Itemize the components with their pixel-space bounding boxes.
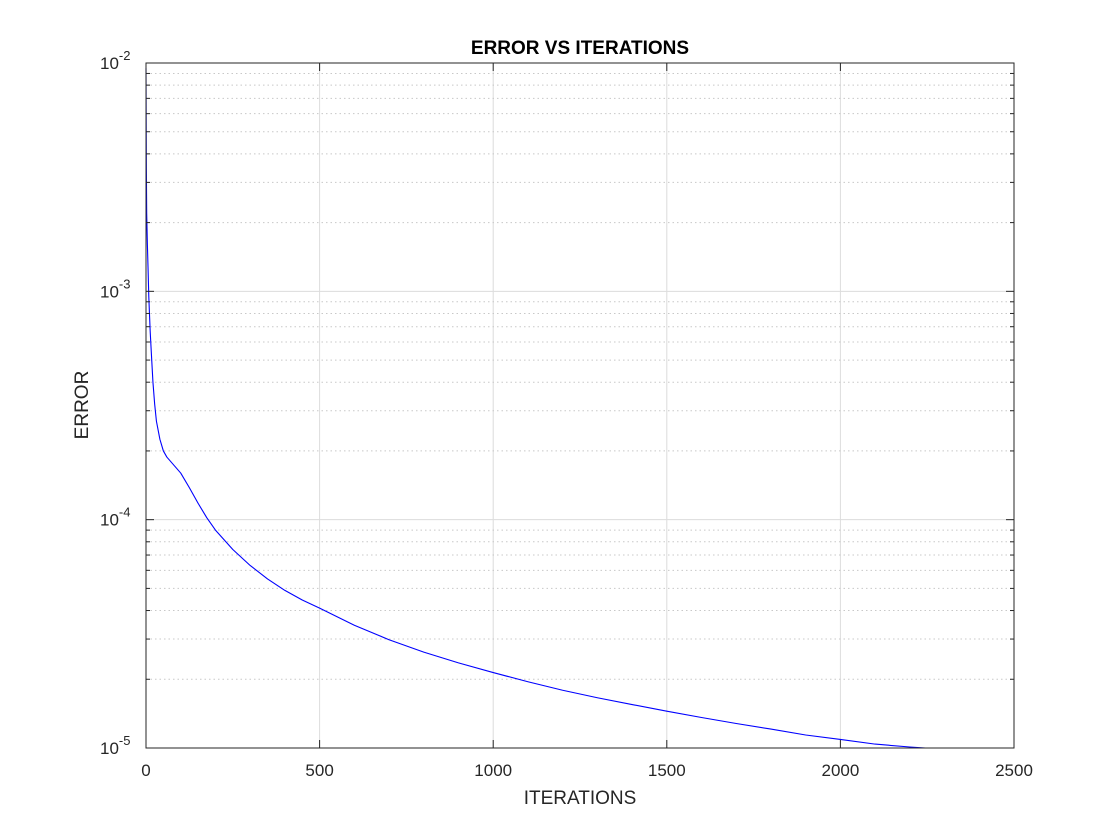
- axes-background: [146, 63, 1014, 748]
- y-tick-label: 10-3: [100, 276, 130, 301]
- y-tick-label: 10-4: [100, 505, 130, 530]
- x-tick-label: 2000: [821, 761, 859, 780]
- x-tick-label: 1500: [648, 761, 686, 780]
- x-tick-label: 1000: [474, 761, 512, 780]
- y-axis-label: ERROR: [72, 371, 93, 440]
- series-layer: [145, 68, 926, 749]
- chart-title: ERROR VS ITERATIONS: [471, 38, 689, 59]
- x-axis-label: ITERATIONS: [524, 788, 637, 809]
- x-tick-label: 500: [305, 761, 333, 780]
- y-tick-label: 10-2: [100, 48, 130, 73]
- x-tick-label: 2500: [995, 761, 1033, 780]
- y-tick-label: 10-5: [100, 733, 130, 758]
- axes-box: [145, 62, 1015, 749]
- series-line: [145, 68, 926, 749]
- x-tick-label: 0: [141, 761, 150, 780]
- ticks: 0 500 1000 1500 2000 2500 10-5 10-4 10-3 10-2: [100, 48, 1033, 780]
- grid: [146, 63, 1014, 748]
